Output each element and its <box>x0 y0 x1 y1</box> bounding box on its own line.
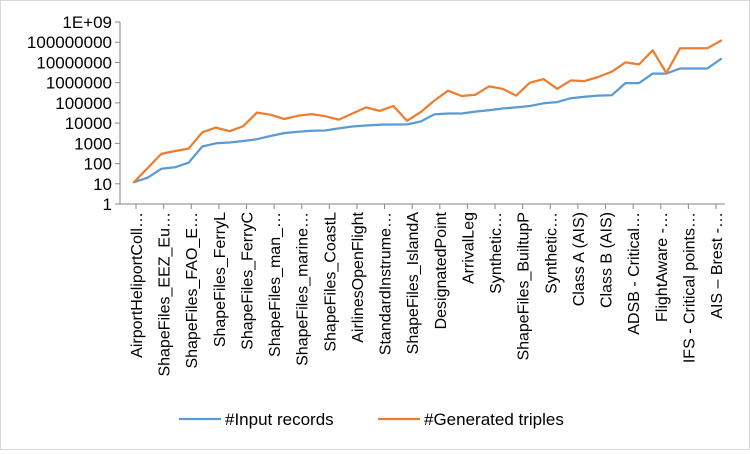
chart-axes <box>115 21 725 209</box>
x-tick-label: AIS – Brest -… <box>709 212 726 319</box>
y-tick-label: 100000000 <box>27 33 112 52</box>
x-tick-label: ShapeFiles_FerryL <box>212 212 229 347</box>
x-tick-label: Synthetic… <box>543 212 560 294</box>
legend-label-generated-triples: #Generated triples <box>424 410 564 429</box>
x-tick-label: FlightAware -… <box>654 212 671 322</box>
series-lines <box>132 39 723 184</box>
x-tick-label: ArrivalLeg <box>460 212 477 284</box>
x-tick-label: AirlinesOpenFlight <box>350 211 367 342</box>
series-line-input-records <box>132 57 723 184</box>
y-tick-label: 1000 <box>74 134 112 153</box>
legend: #Input records #Generated triples <box>179 410 564 429</box>
y-tick-label: 1000000 <box>46 74 112 93</box>
x-tick-label: IFS - Critical points… <box>681 212 698 363</box>
x-tick-label: Class A (AIS) <box>571 212 588 306</box>
y-tick-label: 1E+09 <box>62 13 112 32</box>
x-tick-label: ShapeFiles_BuiltupP <box>516 212 533 361</box>
legend-label-input-records: #Input records <box>225 410 334 429</box>
y-tick-label: 10000 <box>65 114 112 133</box>
x-tick-label: ShapeFiles_EEZ_Eu… <box>157 212 174 377</box>
x-tick-label: Class B (AIS) <box>599 212 616 308</box>
x-tick-label: ShapeFiles_FAO_E… <box>184 212 201 369</box>
x-axis-tick-labels: AirportHeliportColl… ShapeFiles_EEZ_Eu… Sh… <box>129 211 726 376</box>
x-tick-label: ShapeFiles_marine… <box>295 212 312 366</box>
x-tick-label: ShapeFiles_CoastL <box>322 212 339 352</box>
x-tick-label: ADSB - Critical… <box>626 212 643 335</box>
y-tick-label: 100 <box>84 155 112 174</box>
y-tick-label: 100000 <box>55 94 112 113</box>
x-tick-label: ShapeFiles_man_… <box>267 212 284 357</box>
x-tick-label: ShapeFiles_IslandA <box>405 212 422 355</box>
x-tick-label: ShapeFiles_FerryC <box>239 212 256 350</box>
y-tick-label: 1 <box>103 195 112 214</box>
y-tick-label: 10 <box>93 175 112 194</box>
x-tick-label: StandardInstrume… <box>378 212 395 355</box>
x-tick-label: DesignatedPoint <box>433 211 450 329</box>
series-line-generated-triples <box>132 39 723 184</box>
y-tick-label: 10000000 <box>36 53 112 72</box>
x-tick-label: Synthetic… <box>488 212 505 294</box>
x-tick-label: AirportHeliportColl… <box>129 212 146 358</box>
